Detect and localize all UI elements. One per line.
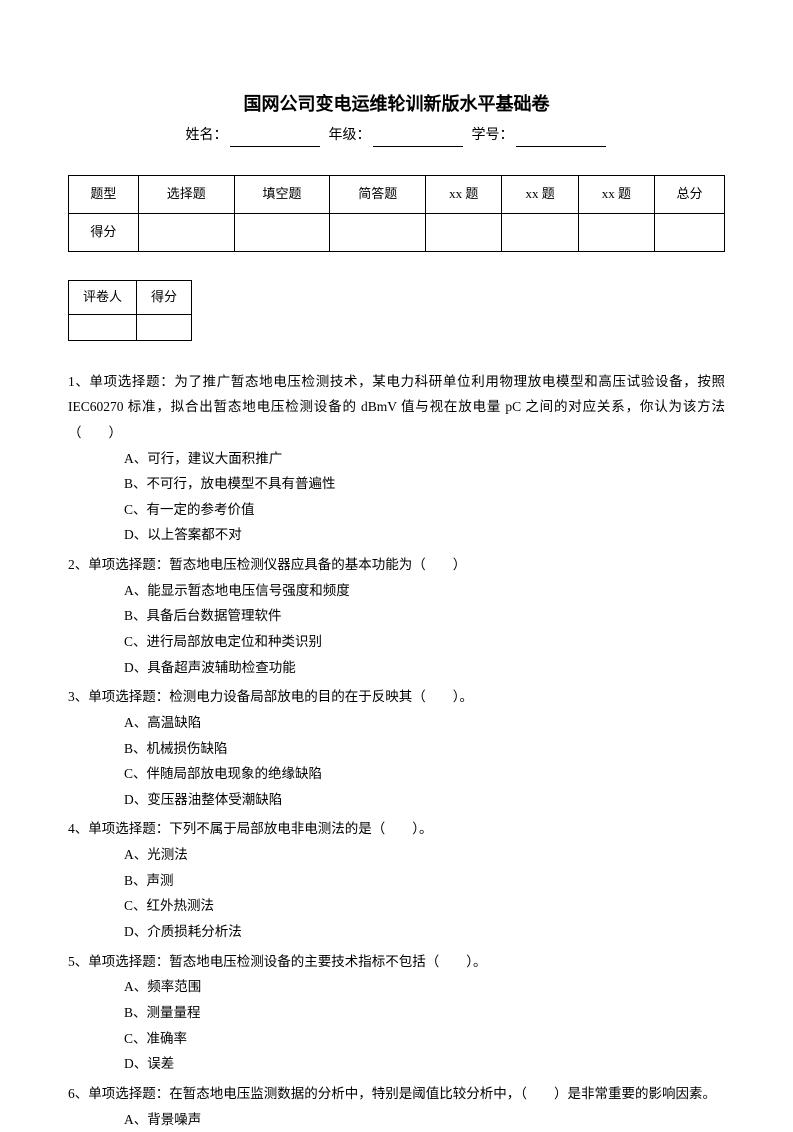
option: D、误差 bbox=[124, 1051, 725, 1077]
option: B、具备后台数据管理软件 bbox=[124, 603, 725, 629]
question-2: 2、单项选择题：暂态地电压检测仪器应具备的基本功能为（ ）A、能显示暂态地电压信… bbox=[68, 552, 725, 680]
score-cell[interactable] bbox=[655, 213, 725, 251]
rater-score-header: 得分 bbox=[137, 280, 192, 314]
option: B、不可行，放电模型不具有普遍性 bbox=[124, 471, 725, 497]
id-label: 学号： bbox=[472, 128, 514, 143]
table-score-row: 得分 bbox=[69, 213, 725, 251]
option: A、能显示暂态地电压信号强度和频度 bbox=[124, 578, 725, 604]
score-cell[interactable] bbox=[138, 213, 234, 251]
score-table: 题型 选择题 填空题 简答题 xx 题 xx 题 xx 题 总分 得分 bbox=[68, 175, 725, 252]
score-cell[interactable] bbox=[502, 213, 578, 251]
option: B、测量量程 bbox=[124, 1000, 725, 1026]
id-blank[interactable] bbox=[516, 131, 606, 147]
option: D、介质损耗分析法 bbox=[124, 919, 725, 945]
question-text: 3、单项选择题：检测电力设备局部放电的目的在于反映其（ ）。 bbox=[68, 684, 725, 710]
rater-cell[interactable] bbox=[69, 314, 137, 340]
question-1: 1、单项选择题：为了推广暂态地电压检测技术，某电力科研单位利用物理放电模型和高压… bbox=[68, 369, 725, 548]
option: D、具备超声波辅助检查功能 bbox=[124, 655, 725, 681]
options: A、能显示暂态地电压信号强度和频度B、具备后台数据管理软件C、进行局部放电定位和… bbox=[68, 578, 725, 681]
score-cell[interactable] bbox=[426, 213, 502, 251]
header-total: 总分 bbox=[655, 176, 725, 214]
option: A、可行，建议大面积推广 bbox=[124, 446, 725, 472]
questions-container: 1、单项选择题：为了推广暂态地电压检测技术，某电力科研单位利用物理放电模型和高压… bbox=[68, 369, 725, 1132]
option: C、红外热测法 bbox=[124, 893, 725, 919]
rater-header-row: 评卷人 得分 bbox=[69, 280, 192, 314]
grade-blank[interactable] bbox=[373, 131, 463, 147]
option: C、伴随局部放电现象的绝缘缺陷 bbox=[124, 761, 725, 787]
question-3: 3、单项选择题：检测电力设备局部放电的目的在于反映其（ ）。A、高温缺陷B、机械… bbox=[68, 684, 725, 812]
question-4: 4、单项选择题：下列不属于局部放电非电测法的是（ ）。A、光测法B、声测C、红外… bbox=[68, 816, 725, 944]
question-text: 4、单项选择题：下列不属于局部放电非电测法的是（ ）。 bbox=[68, 816, 725, 842]
header-type: 题型 bbox=[69, 176, 139, 214]
options: A、频率范围B、测量量程C、准确率D、误差 bbox=[68, 974, 725, 1077]
options: A、高温缺陷B、机械损伤缺陷C、伴随局部放电现象的绝缘缺陷D、变压器油整体受潮缺… bbox=[68, 710, 725, 813]
option: C、有一定的参考价值 bbox=[124, 497, 725, 523]
rater-header: 评卷人 bbox=[69, 280, 137, 314]
score-cell[interactable] bbox=[578, 213, 654, 251]
student-info: 姓名： 年级： 学号： bbox=[68, 125, 725, 147]
option: C、进行局部放电定位和种类识别 bbox=[124, 629, 725, 655]
grade-label: 年级： bbox=[329, 128, 371, 143]
table-header-row: 题型 选择题 填空题 简答题 xx 题 xx 题 xx 题 总分 bbox=[69, 176, 725, 214]
question-text: 6、单项选择题：在暂态地电压监测数据的分析中，特别是阈值比较分析中，（ ）是非常… bbox=[68, 1081, 725, 1107]
rater-score-cell[interactable] bbox=[137, 314, 192, 340]
question-text: 5、单项选择题：暂态地电压检测设备的主要技术指标不包括（ ）。 bbox=[68, 949, 725, 975]
options: A、可行，建议大面积推广B、不可行，放电模型不具有普遍性C、有一定的参考价值D、… bbox=[68, 446, 725, 549]
option: A、背景噪声 bbox=[124, 1107, 725, 1132]
option: B、机械损伤缺陷 bbox=[124, 736, 725, 762]
score-cell[interactable] bbox=[234, 213, 330, 251]
header-xx3: xx 题 bbox=[578, 176, 654, 214]
header-short: 简答题 bbox=[330, 176, 426, 214]
option: A、频率范围 bbox=[124, 974, 725, 1000]
option: C、准确率 bbox=[124, 1026, 725, 1052]
option: D、以上答案都不对 bbox=[124, 522, 725, 548]
option: B、声测 bbox=[124, 868, 725, 894]
question-6: 6、单项选择题：在暂态地电压监测数据的分析中，特别是阈值比较分析中，（ ）是非常… bbox=[68, 1081, 725, 1132]
header-fill: 填空题 bbox=[234, 176, 330, 214]
name-label: 姓名： bbox=[186, 128, 228, 143]
header-xx1: xx 题 bbox=[426, 176, 502, 214]
name-blank[interactable] bbox=[230, 131, 320, 147]
row-label: 得分 bbox=[69, 213, 139, 251]
options: A、背景噪声 bbox=[68, 1107, 725, 1132]
question-text: 1、单项选择题：为了推广暂态地电压检测技术，某电力科研单位利用物理放电模型和高压… bbox=[68, 369, 725, 446]
question-5: 5、单项选择题：暂态地电压检测设备的主要技术指标不包括（ ）。A、频率范围B、测… bbox=[68, 949, 725, 1077]
exam-title: 国网公司变电运维轮训新版水平基础卷 bbox=[68, 90, 725, 119]
header-choice: 选择题 bbox=[138, 176, 234, 214]
rater-value-row bbox=[69, 314, 192, 340]
question-text: 2、单项选择题：暂态地电压检测仪器应具备的基本功能为（ ） bbox=[68, 552, 725, 578]
options: A、光测法B、声测C、红外热测法D、介质损耗分析法 bbox=[68, 842, 725, 945]
option: A、高温缺陷 bbox=[124, 710, 725, 736]
rater-table: 评卷人 得分 bbox=[68, 280, 192, 341]
header-xx2: xx 题 bbox=[502, 176, 578, 214]
option: D、变压器油整体受潮缺陷 bbox=[124, 787, 725, 813]
option: A、光测法 bbox=[124, 842, 725, 868]
score-cell[interactable] bbox=[330, 213, 426, 251]
